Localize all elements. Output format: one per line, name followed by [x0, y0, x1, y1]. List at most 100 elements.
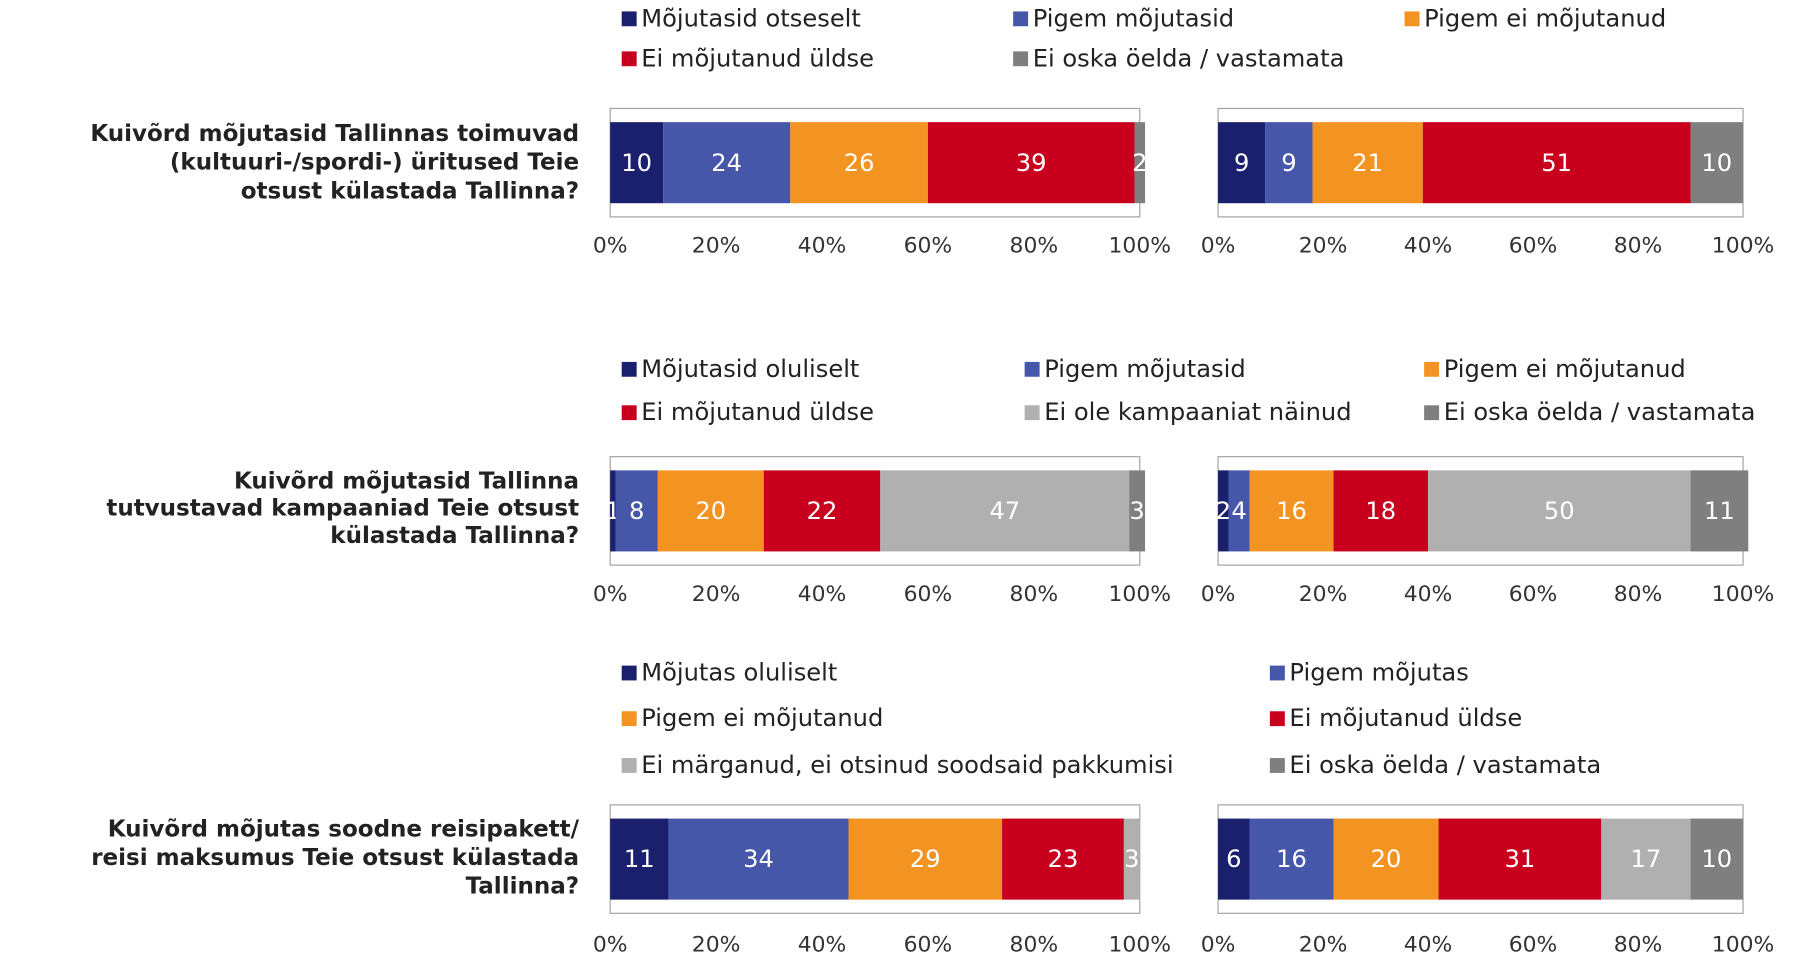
value-label: 2	[1132, 149, 1147, 177]
legend-label: Mõjutas oluliselt	[641, 659, 837, 687]
legend-label: Pigem mõjutasid	[1044, 355, 1245, 383]
value-label: 50	[1544, 497, 1575, 525]
value-label: 11	[1704, 497, 1735, 525]
value-label: 3	[1129, 497, 1144, 525]
legend-label: Ei mõjutanud üldse	[641, 398, 874, 426]
x-tick-label: 20%	[692, 234, 741, 259]
legend-label: Pigem mõjutasid	[1033, 4, 1234, 32]
x-tick-label: 0%	[1201, 234, 1236, 259]
legend-swatch	[621, 711, 637, 727]
x-tick-label: 100%	[1109, 932, 1171, 957]
legend-label: Ei mõjutanud üldse	[641, 44, 874, 72]
bar-segment	[1690, 470, 1749, 552]
bar-segment	[610, 818, 669, 900]
legend-label: Ei ole kampaaniat näinud	[1044, 398, 1351, 426]
x-tick-label: 40%	[798, 234, 847, 259]
bar-segment	[1265, 122, 1313, 204]
x-tick-label: 20%	[1299, 582, 1348, 607]
question: Kuivõrd mõjutasid Tallinna	[234, 468, 579, 494]
question: Kuivõrd mõjutas soodne reisipakett/	[108, 817, 580, 843]
value-label: 31	[1505, 845, 1536, 873]
bar-segment	[1218, 122, 1266, 204]
value-label: 11	[624, 845, 655, 873]
bar-segment	[1601, 818, 1691, 900]
x-tick-label: 80%	[1614, 582, 1663, 607]
value-label: 39	[1016, 149, 1047, 177]
x-tick-label: 60%	[904, 582, 953, 607]
x-tick-label: 20%	[1299, 234, 1348, 259]
x-tick-label: 60%	[904, 932, 953, 957]
x-tick-label: 0%	[593, 582, 628, 607]
legend-swatch	[1269, 665, 1285, 681]
bar-segment	[1134, 122, 1146, 204]
x-tick-label: 100%	[1109, 582, 1171, 607]
bar-segment	[1218, 818, 1250, 900]
value-label: 16	[1276, 845, 1307, 873]
legend-swatch	[621, 758, 637, 773]
bar-segment	[610, 470, 616, 552]
x-tick-label: 40%	[798, 932, 847, 957]
x-tick-label: 0%	[1201, 932, 1236, 957]
x-tick-label: 40%	[1404, 582, 1453, 607]
bar-segment	[1123, 818, 1140, 900]
x-tick-label: 100%	[1712, 932, 1774, 957]
legend-swatch	[621, 51, 637, 67]
bar-segment	[610, 122, 664, 204]
bar-segment	[1129, 470, 1146, 552]
legend-swatch	[1424, 405, 1440, 421]
legend-label: Pigem ei mõjutanud	[641, 704, 883, 732]
question: otsust külastada Tallinna?	[241, 178, 579, 204]
bar-segment	[1218, 470, 1229, 552]
value-label: 3	[1124, 845, 1139, 873]
question: (kultuuri-/spordi-) üritused Teie	[170, 150, 579, 176]
legend-swatch	[1269, 758, 1285, 773]
x-tick-label: 60%	[904, 234, 953, 259]
value-label: 26	[844, 149, 875, 177]
x-tick-label: 80%	[1010, 582, 1059, 607]
value-label: 6	[1226, 845, 1241, 873]
x-tick-label: 20%	[1299, 932, 1348, 957]
value-label: 47	[989, 497, 1020, 525]
question: tutvustavad kampaaniad Teie otsust	[106, 496, 579, 522]
value-label: 10	[621, 149, 652, 177]
legend-swatch	[621, 361, 637, 377]
value-label: 4	[1231, 497, 1246, 525]
bar-segment	[668, 818, 849, 900]
legend-swatch	[1013, 51, 1029, 67]
bar-segment	[1228, 470, 1250, 552]
x-tick-label: 80%	[1010, 234, 1059, 259]
legend-label: Ei oska öelda / vastamata	[1444, 398, 1756, 426]
x-tick-label: 0%	[593, 932, 628, 957]
bar-segment	[615, 470, 658, 552]
x-tick-label: 60%	[1509, 234, 1558, 259]
legend-swatch	[1024, 405, 1040, 421]
value-label: 23	[1048, 845, 1079, 873]
value-label: 9	[1234, 149, 1249, 177]
bar-segment	[763, 470, 881, 552]
legend-swatch	[1013, 11, 1029, 27]
bar-segment	[1428, 470, 1691, 552]
x-tick-label: 20%	[692, 932, 741, 957]
legend-swatch	[621, 665, 637, 681]
value-label: 17	[1631, 845, 1662, 873]
value-label: 34	[743, 845, 774, 873]
x-tick-label: 40%	[1404, 932, 1453, 957]
question: külastada Tallinna?	[330, 523, 579, 549]
x-tick-label: 60%	[1509, 582, 1558, 607]
legend-label: Ei märganud, ei otsinud soodsaid pakkumi…	[641, 751, 1173, 779]
legend-label: Mõjutasid otseselt	[641, 4, 861, 32]
legend-label: Ei oska öelda / vastamata	[1289, 751, 1601, 779]
question: reisi maksumus Teie otsust külastada	[91, 845, 579, 871]
value-label: 10	[1701, 149, 1732, 177]
legend-swatch	[1024, 361, 1040, 377]
bar-segment	[1002, 818, 1124, 900]
value-label: 24	[711, 149, 742, 177]
value-label: 2	[1216, 497, 1231, 525]
value-label: 18	[1365, 497, 1396, 525]
x-tick-label: 100%	[1109, 234, 1171, 259]
bar-segment	[1249, 470, 1334, 552]
x-tick-label: 0%	[593, 234, 628, 259]
bar-segment	[663, 122, 791, 204]
x-tick-label: 60%	[1509, 932, 1558, 957]
bar-segment	[927, 122, 1135, 204]
